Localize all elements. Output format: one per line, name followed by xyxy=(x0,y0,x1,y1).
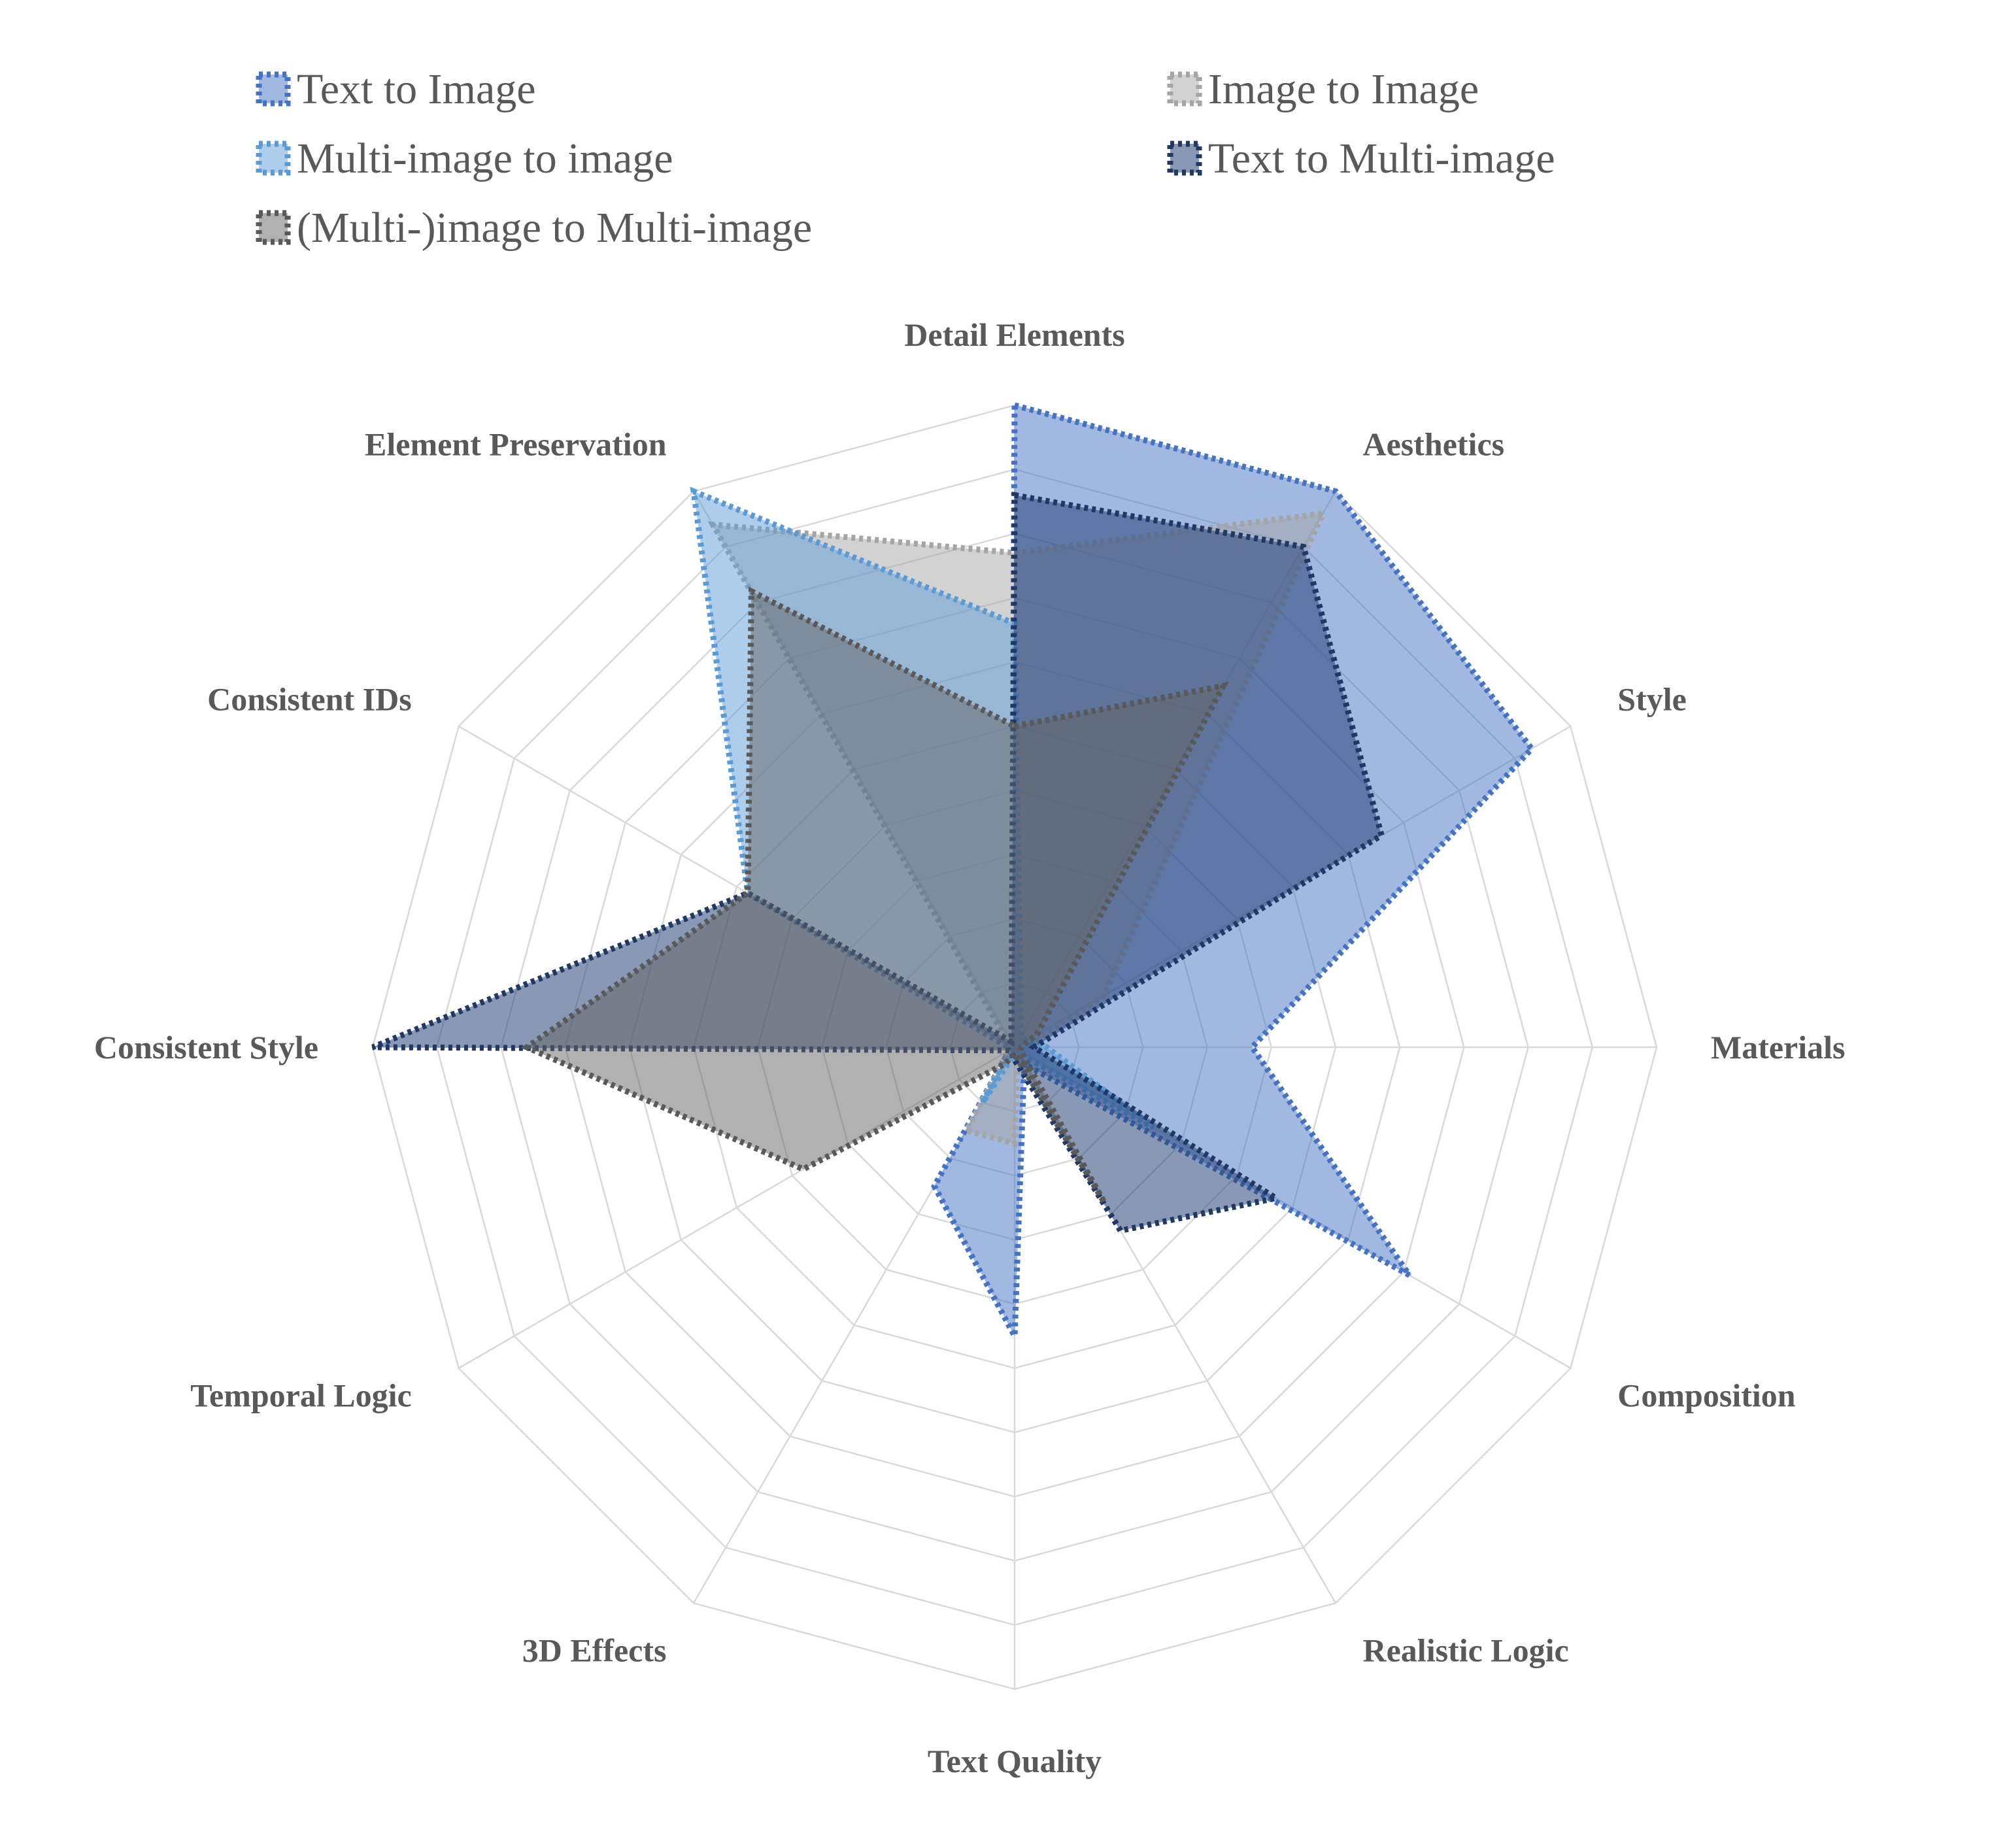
legend-swatch xyxy=(256,71,291,107)
axis-label: Realistic Logic xyxy=(1363,1632,1569,1668)
legend-label: Image to Image xyxy=(1208,65,1479,113)
legend-label: Text to Image xyxy=(297,65,536,113)
axis-label: Composition xyxy=(1617,1377,1795,1414)
axis-label: Detail Elements xyxy=(904,316,1124,353)
legend-item: Image to Image xyxy=(1167,65,1479,113)
axis-label: Consistent IDs xyxy=(207,681,412,718)
legend-item: Multi-image to image xyxy=(256,135,673,182)
series-area-5 xyxy=(520,586,1229,1205)
legend-label: Multi-image to image xyxy=(297,135,673,182)
legend: Text to Image Image to Image Multi-image t… xyxy=(256,65,1555,252)
series-areas xyxy=(371,401,1536,1347)
axis-label: Element Preservation xyxy=(365,426,667,463)
axis-label: 3D Effects xyxy=(522,1632,667,1668)
legend-item: Text to Multi-image xyxy=(1167,135,1555,182)
legend-swatch xyxy=(1167,141,1202,176)
legend-label: (Multi-)image to Multi-image xyxy=(297,204,812,252)
axis-label: Materials xyxy=(1711,1029,1845,1066)
axis-labels: Detail Elements Aesthetics Style Materials C… xyxy=(94,316,1846,1779)
axis-label: Aesthetics xyxy=(1363,426,1505,463)
legend-item: (Multi-)image to Multi-image xyxy=(256,204,812,252)
axis-label: Style xyxy=(1617,681,1687,718)
legend-label: Text to Multi-image xyxy=(1208,135,1555,182)
legend-swatch xyxy=(256,141,291,176)
axis-label: Temporal Logic xyxy=(190,1377,411,1414)
axis-label: Consistent Style xyxy=(94,1029,318,1066)
legend-item: Text to Image xyxy=(256,65,536,113)
legend-swatch xyxy=(256,210,291,245)
axis-label: Text Quality xyxy=(928,1743,1102,1779)
legend-swatch xyxy=(1167,71,1202,107)
